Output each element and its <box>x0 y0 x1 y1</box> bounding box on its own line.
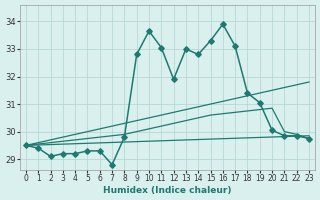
X-axis label: Humidex (Indice chaleur): Humidex (Indice chaleur) <box>103 186 232 195</box>
